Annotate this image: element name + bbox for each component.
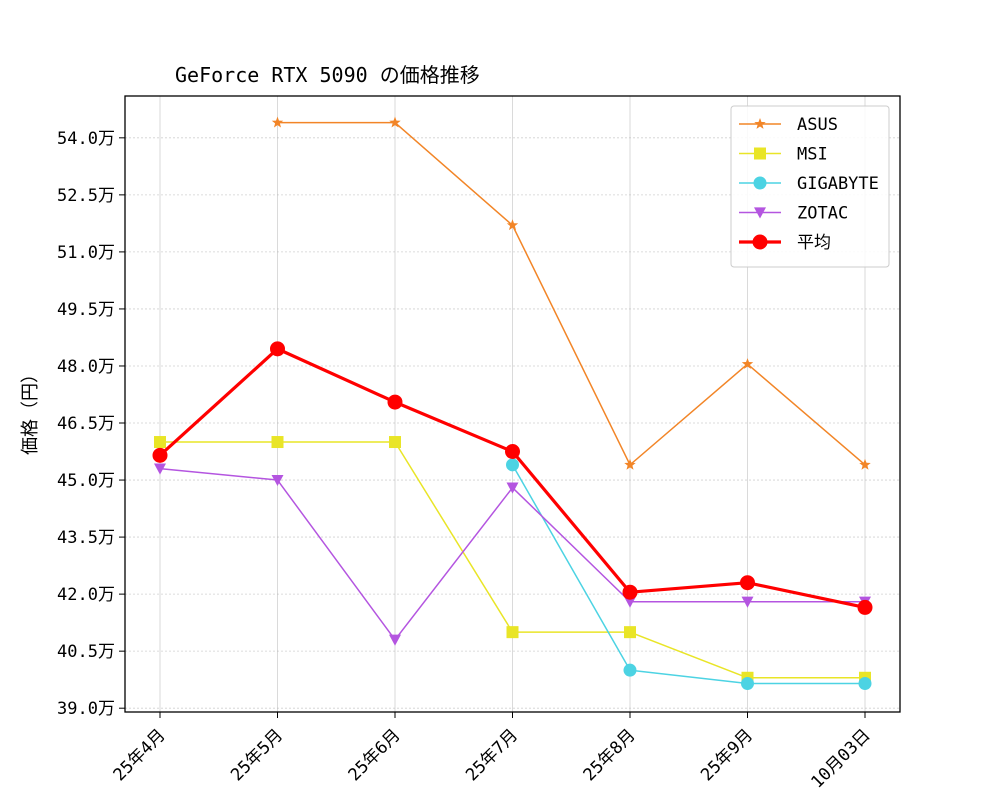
y-tick-label: 48.0万	[57, 357, 115, 377]
data-point	[271, 436, 284, 449]
data-point	[859, 458, 871, 470]
legend-marker	[754, 207, 766, 219]
data-point	[506, 626, 519, 639]
data-point	[506, 458, 519, 472]
data-point	[387, 394, 403, 410]
legend-marker	[754, 118, 766, 129]
x-tick-label: 25年7月	[462, 725, 522, 785]
data-point	[505, 444, 520, 460]
legend-label: ASUS	[797, 115, 838, 135]
x-tick-label: 25年8月	[580, 725, 640, 785]
legend-marker	[753, 176, 767, 190]
data-point	[622, 584, 638, 600]
y-axis-label: 価格（円）	[20, 365, 41, 455]
y-tick-label: 52.5万	[57, 186, 115, 206]
y-tick-label: 54.0万	[57, 129, 115, 149]
legend-entry: ZOTAC	[739, 204, 848, 224]
x-tick-label: 25年6月	[345, 725, 405, 785]
data-point	[623, 663, 637, 677]
legend-entry: 平均	[739, 233, 831, 253]
data-point	[741, 358, 754, 369]
data-point	[506, 482, 519, 494]
legend-marker	[752, 234, 768, 250]
data-point	[389, 634, 401, 646]
legend-box	[730, 105, 890, 268]
x-tick-label: 25年4月	[110, 725, 170, 785]
y-tick-label: 46.5万	[57, 414, 115, 434]
legend-entry: ASUS	[739, 115, 838, 135]
legend-label: GIGABYTE	[797, 174, 879, 194]
data-point	[741, 596, 754, 608]
data-point	[740, 575, 755, 591]
x-tick-label: 10月03日	[807, 725, 874, 792]
y-tick-label: 43.5万	[57, 528, 115, 548]
data-point	[271, 116, 284, 128]
data-point	[270, 341, 285, 357]
legend-label: 平均	[797, 233, 831, 253]
data-point	[624, 596, 636, 608]
legend-label: MSI	[797, 145, 828, 165]
data-point	[506, 219, 519, 231]
data-point	[858, 676, 872, 690]
data-point	[154, 436, 166, 449]
y-tick-label: 45.0万	[57, 471, 115, 491]
data-point	[857, 599, 873, 615]
legend-marker	[754, 147, 766, 160]
data-point	[624, 626, 636, 639]
series-line	[277, 121, 866, 466]
legend: ASUS MSI GIGABYTE ZOTAC 平均	[730, 105, 890, 268]
data-point	[152, 447, 168, 463]
series-layer	[152, 116, 873, 690]
data-point	[389, 436, 401, 449]
y-tick-label: 39.0万	[57, 699, 115, 719]
series-0	[271, 116, 871, 470]
y-tick-label: 40.5万	[57, 642, 115, 662]
series-4	[152, 341, 873, 615]
series-3	[154, 463, 871, 646]
series-2	[506, 458, 872, 690]
chart-title: GeForce RTX 5090 の価格推移	[175, 63, 480, 87]
x-tick-label: 25年9月	[697, 725, 757, 785]
y-tick-label: 49.5万	[57, 300, 115, 320]
y-tick-label: 42.0万	[57, 585, 115, 605]
legend-entry: GIGABYTE	[739, 174, 879, 194]
x-tick-label: 25年5月	[227, 725, 287, 785]
legend-label: ZOTAC	[797, 204, 848, 224]
data-point	[154, 463, 166, 475]
legend-entry: MSI	[739, 145, 828, 165]
series-line	[511, 464, 865, 685]
data-point	[741, 676, 754, 690]
data-point	[389, 116, 401, 128]
y-tick-label: 51.0万	[57, 243, 115, 263]
data-point	[271, 474, 284, 487]
data-point	[624, 458, 636, 470]
